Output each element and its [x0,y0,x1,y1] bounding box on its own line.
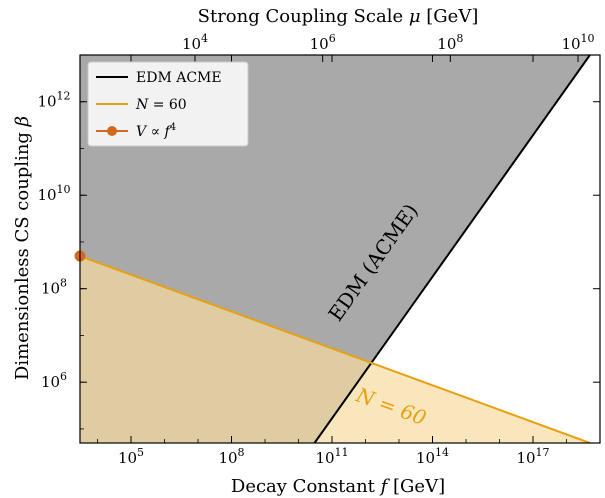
y-tick-exp-2: 10 [57,183,71,196]
y-tick-label-2: 1010 [37,183,70,204]
legend-label-n60: N = 60 [135,97,187,113]
series-line-edm-acme [313,54,591,444]
legend-marker-v-f4 [107,126,117,136]
top-tick-base-1: 10 [310,35,329,53]
y-tick-base-3: 10 [37,93,56,111]
top-tick-exp-1: 6 [329,32,336,45]
x-tick-exp-1: 8 [238,446,245,459]
x-tick-exp-0: 5 [137,446,144,459]
y-tick-base-2: 10 [37,186,56,204]
top-tick-exp-3: 10 [581,32,595,45]
legend-box [87,61,249,147]
y-tick-label-0: 106 [41,370,67,391]
series-line-n60 [79,255,591,444]
top-tick-label-2: 108 [437,32,463,53]
top-tick-label-3: 1010 [561,32,594,53]
x-tick-label-2: 1011 [315,446,348,467]
top-axis-title: Strong Coupling Scale μ [GeV] [198,6,479,27]
y-tick-base-0: 10 [41,373,60,391]
y-tick-exp-1: 8 [60,277,67,290]
x-axis-title: Decay Constant f [GeV] [231,476,445,497]
top-tick-base-2: 10 [437,35,456,53]
x-tick-base-4: 10 [516,449,535,467]
plot-frame [79,54,601,444]
x-tick-label-4: 1017 [516,446,549,467]
top-tick-base-0: 10 [182,35,201,53]
legend-label-v-f4: V ∝ f4 [136,122,176,140]
legend: EDM ACME N = 60 V ∝ f4 [87,61,249,147]
plot-border [79,54,601,444]
y-tick-base-1: 10 [41,280,60,298]
y-tick-label-3: 1012 [37,90,70,111]
top-tick-label-1: 106 [310,32,336,53]
x-tick-base-3: 10 [416,449,435,467]
x-tick-exp-3: 14 [435,446,449,459]
x-tick-exp-4: 17 [536,446,550,459]
x-tick-label-0: 105 [118,446,144,467]
top-tick-label-0: 104 [182,32,208,53]
legend-label-edm: EDM ACME [136,70,222,86]
x-tick-base-2: 10 [315,449,334,467]
top-tick-exp-2: 8 [456,32,463,45]
top-tick-base-3: 10 [561,35,580,53]
top-tick-exp-0: 4 [201,32,208,45]
x-tick-exp-2: 11 [335,446,349,459]
x-tick-label-3: 1014 [416,446,449,467]
x-tick-base-0: 10 [118,449,137,467]
x-tick-label-1: 108 [218,446,244,467]
y-tick-exp-0: 6 [60,370,67,383]
y-tick-label-1: 108 [41,277,67,298]
y-axis-title: Dimensionless CS coupling β [12,116,33,380]
y-tick-exp-3: 12 [57,90,71,103]
x-tick-base-1: 10 [218,449,237,467]
